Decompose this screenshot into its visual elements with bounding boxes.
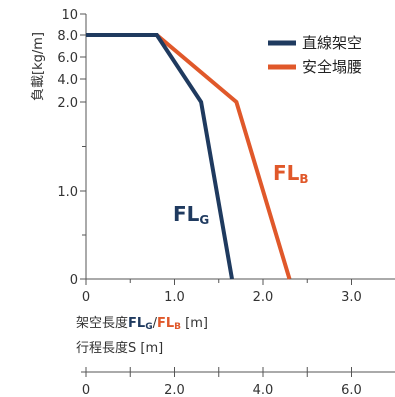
series-label-main: FL	[173, 202, 200, 226]
x-axis-title: 架空長度FLG/FLB [m]	[76, 315, 208, 332]
x2-tick-label: 2.0	[164, 383, 185, 397]
x-axis-title-flg-sub: G	[145, 322, 152, 332]
legend-label-fl-b: 安全塌腰	[302, 58, 362, 76]
x2-tick-label: 6.0	[341, 383, 362, 397]
x-tick-label: 2.0	[253, 290, 274, 305]
y-tick-label: 10	[61, 8, 78, 23]
x2-tick-label: 4.0	[253, 383, 274, 397]
series-label-fl-b: FLB	[273, 161, 309, 186]
y-tick-label: 2.0	[57, 96, 78, 111]
y-tick-label: 0	[70, 273, 78, 288]
x-axis-title-slash: /	[153, 316, 158, 331]
x-tick-label: 0	[82, 290, 90, 305]
y-tick-label: 1.0	[57, 185, 78, 200]
series-label-main: FL	[273, 161, 300, 185]
y-tick-label: 8.0	[57, 29, 78, 44]
x-tick-label: 3.0	[341, 290, 362, 305]
x-axis-title-unit: [m]	[181, 316, 208, 331]
x2-tick-label: 0	[82, 383, 90, 397]
x-tick-label: 1.0	[164, 290, 185, 305]
plot-area	[80, 13, 395, 377]
x-axis-title-prefix: 架空長度	[76, 315, 128, 331]
x-axis-title-flb-sub: B	[174, 322, 181, 332]
x2-axis-title: 行程長度S [m]	[76, 340, 163, 356]
y-tick-label: 4.0	[57, 73, 78, 88]
series-label-sub: G	[199, 213, 209, 227]
chart-labels: 0 1.0 2.0 4.0 6.0 8.0 10 0 1.0 2.0 3.0 負載[kg/m] 架空長度…	[31, 8, 362, 397]
series-line-fl-b	[86, 33, 292, 280]
x-axis-title-flg: FL	[128, 316, 145, 331]
y-axis-title: 負載[kg/m]	[31, 32, 46, 101]
series-label-fl-g: FLG	[173, 202, 209, 227]
series-label-sub: B	[299, 172, 308, 186]
series-line-fl-g	[86, 33, 234, 280]
legend-label-fl-g: 直線架空	[302, 34, 362, 52]
y-tick-label: 6.0	[57, 51, 78, 66]
x-axis-title-flb: FL	[157, 316, 174, 331]
chart-marks	[86, 33, 292, 280]
